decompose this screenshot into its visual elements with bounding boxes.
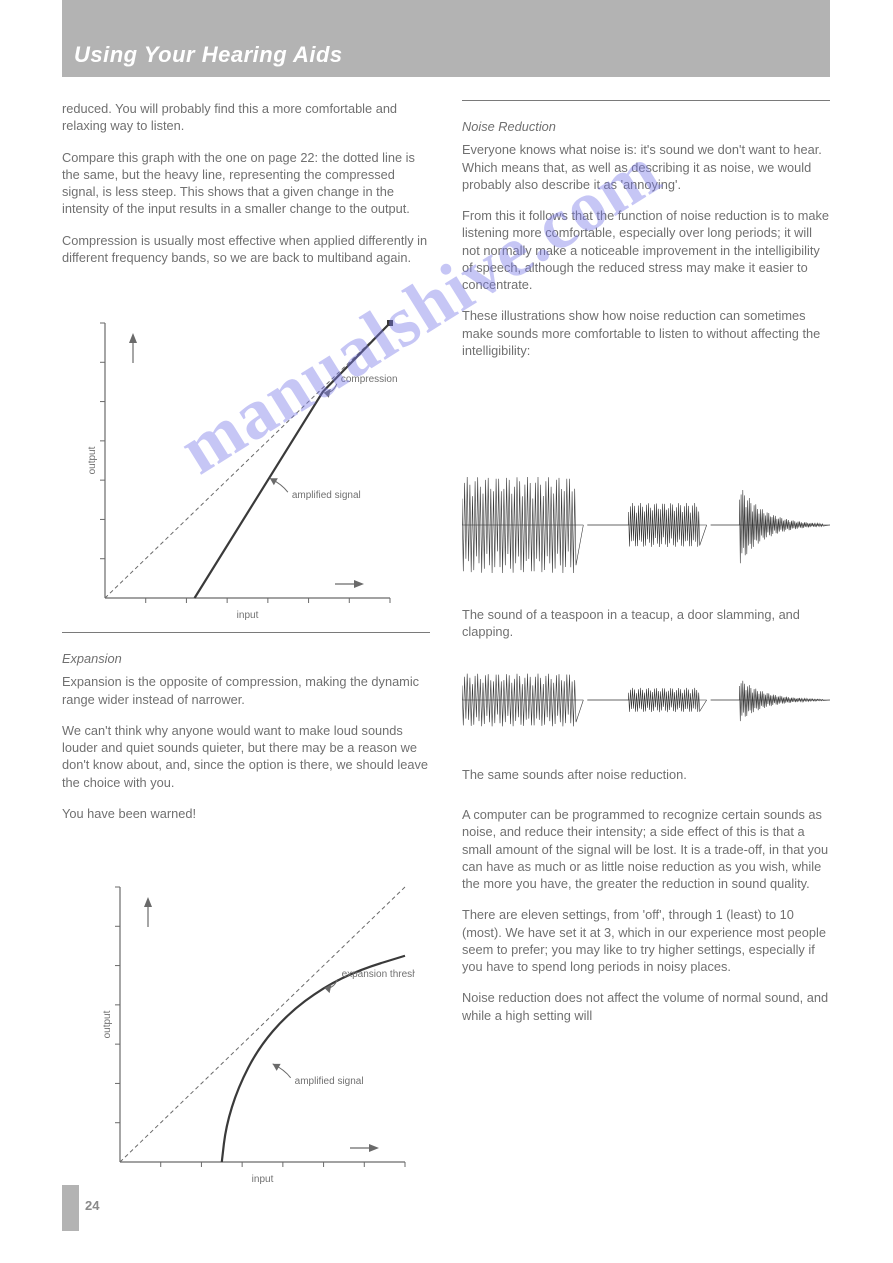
- left-intro-block: reduced. You will probably find this a m…: [62, 100, 432, 280]
- noise-p5: There are eleven settings, from 'off', t…: [462, 906, 832, 975]
- svg-text:input: input: [252, 1174, 274, 1185]
- section-divider-right: [462, 100, 830, 101]
- left-intro-p1: reduced. You will probably find this a m…: [62, 100, 432, 135]
- noise-p3: These illustrations show how noise reduc…: [462, 307, 832, 359]
- svg-text:compression threshold: compression threshold: [341, 374, 400, 385]
- noise-heading: Noise Reduction: [462, 118, 832, 135]
- left-intro-p3: Compression is usually most effective wh…: [62, 232, 432, 267]
- expansion-heading: Expansion: [62, 650, 432, 667]
- noise-p2: From this it follows that the function o…: [462, 207, 832, 293]
- expansion-p1: Expansion is the opposite of compression…: [62, 673, 432, 708]
- expansion-p3: You have been warned!: [62, 805, 432, 822]
- expansion-block: Expansion Expansion is the opposite of c…: [62, 650, 432, 836]
- page-number-spine: [62, 1185, 79, 1231]
- wave-caption-2-block: The same sounds after noise reduction.: [462, 766, 832, 797]
- noise-p1: Everyone knows what noise is: it's sound…: [462, 141, 832, 193]
- wave-caption-1: The sound of a teaspoon in a teacup, a d…: [462, 606, 832, 641]
- svg-text:amplified signal: amplified signal: [295, 1076, 364, 1087]
- page-header-title: Using Your Hearing Aids: [74, 42, 343, 68]
- svg-text:expansion threshold: expansion threshold: [342, 969, 415, 980]
- figure-waveform-after: [462, 640, 832, 760]
- noise-p6: Noise reduction does not affect the volu…: [462, 989, 832, 1024]
- svg-text:input: input: [237, 610, 259, 621]
- noise-reduction-block-2: A computer can be programmed to recogniz…: [462, 806, 832, 1038]
- wave-caption-2: The same sounds after noise reduction.: [462, 766, 832, 783]
- figure-compression-chart: output input compression threshold amplifie…: [70, 308, 400, 628]
- left-intro-p2: Compare this graph with the one on page …: [62, 149, 432, 218]
- noise-p4: A computer can be programmed to recogniz…: [462, 806, 832, 892]
- svg-text:output: output: [102, 1010, 113, 1038]
- svg-text:amplified signal: amplified signal: [292, 490, 361, 501]
- expansion-p2: We can't think why anyone would want to …: [62, 722, 432, 791]
- figure-expansion-chart: output input expansion threshold amplified …: [85, 872, 415, 1192]
- figure-waveform-before: [462, 450, 832, 600]
- svg-text:output: output: [87, 446, 98, 474]
- noise-reduction-block-1: Noise Reduction Everyone knows what nois…: [462, 118, 832, 373]
- page-number: 24: [85, 1198, 99, 1213]
- section-divider-left: [62, 632, 430, 633]
